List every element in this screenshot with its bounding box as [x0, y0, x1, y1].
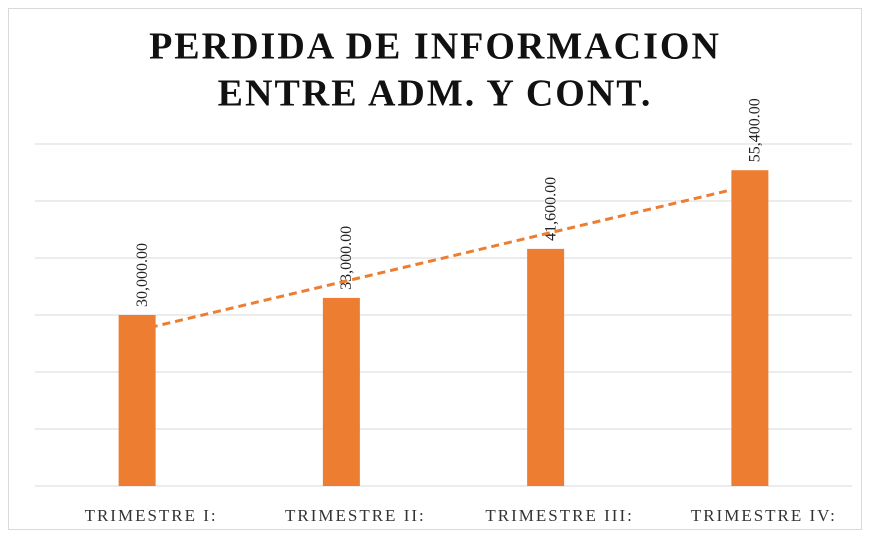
bar	[118, 315, 156, 486]
data-label: 33,000.00	[338, 226, 355, 290]
trendline	[136, 184, 751, 332]
x-tick-label: TRIMESTRE II:	[285, 506, 426, 525]
chart-title: ENTRE ADM. Y CONT.	[218, 73, 653, 115]
bar	[527, 248, 565, 486]
data-label: 41,600.00	[542, 177, 559, 241]
bar	[731, 170, 769, 486]
data-label: 30,000.00	[134, 243, 151, 307]
x-tick-label: TRIMESTRE IV:	[691, 506, 837, 525]
data-label: 55,400.00	[747, 98, 764, 162]
x-tick-label: TRIMESTRE I:	[85, 506, 218, 525]
x-tick-label: TRIMESTRE III:	[485, 506, 633, 525]
chart-title: PERDIDA DE INFORMACION	[149, 26, 721, 68]
bar	[322, 297, 360, 486]
